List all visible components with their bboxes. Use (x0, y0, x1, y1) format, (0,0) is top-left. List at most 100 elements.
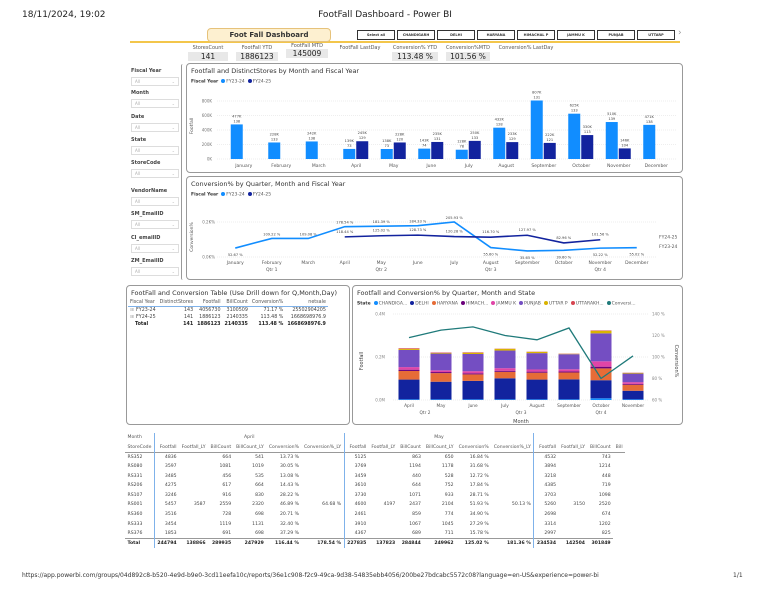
slicer-value: All (135, 269, 140, 274)
legend-item[interactable]: UTTARAKH... (575, 301, 604, 307)
state-filter-button[interactable]: UTTARP (637, 30, 675, 40)
matrix-cell: 12.72 % (469, 473, 489, 479)
table-cell: 113.48 % (250, 314, 285, 321)
chevron-down-icon: ⌄ (171, 79, 175, 84)
state-filter-button[interactable]: Select all (357, 30, 395, 40)
cell-text: 71.17 % (263, 308, 284, 313)
stacked-segment (398, 349, 420, 368)
slicer-dropdown[interactable]: All ⌄ (131, 146, 179, 155)
legend-item[interactable]: HIMACH... (465, 301, 489, 307)
column-header[interactable]: Conversion%_LY (493, 444, 531, 450)
slicer-dropdown[interactable]: All ⌄ (131, 220, 179, 229)
conversion-line-chart[interactable]: Conversion% by Quarter, Month and Fiscal… (186, 176, 683, 280)
column-header[interactable]: BillCount (210, 444, 232, 450)
slicer-dropdown[interactable]: All ⌄ (131, 123, 179, 132)
column-header[interactable]: Footfall_LY (561, 444, 585, 450)
dashboard-title-button[interactable]: Foot Fall Dashboard (207, 28, 331, 42)
column-header[interactable]: Footfall (533, 442, 559, 453)
table-row[interactable]: ⊞ FY23-24 143 4056730 3100509 71.17 % 25502904… (128, 307, 328, 315)
slicer-dropdown[interactable]: All ⌄ (131, 169, 179, 178)
matrix-cell: 13.73 % (279, 454, 299, 460)
state-filter-button[interactable]: CHANDIGARH (397, 30, 435, 40)
slicer-dropdown[interactable]: All ⌄ (131, 244, 179, 253)
chevron-right-icon[interactable]: › (678, 28, 682, 38)
y-tick-label: 600K (202, 113, 213, 118)
legend-item[interactable]: PUNJAB (524, 301, 541, 307)
data-label: 109.08 % (300, 232, 318, 236)
state-filter-button[interactable]: HARYANA (477, 30, 515, 40)
column-header[interactable]: Bill (615, 444, 623, 450)
stacked-segment (462, 380, 484, 400)
column-header[interactable]: Footfall_LY (181, 444, 206, 450)
matrix-cell: 1081 (219, 464, 232, 470)
matrix-cell: 859 (412, 512, 421, 518)
slicer-dropdown[interactable]: All ⌄ (131, 267, 179, 276)
column-header[interactable]: Conversion%_LY (303, 444, 342, 450)
legend-item[interactable]: UTTAR P (548, 301, 568, 307)
series-end-label: FY24-25 (659, 234, 678, 240)
table-row[interactable]: ⊞ FY24-25 141 1886123 2140335 113.48 % 1668698… (128, 314, 328, 321)
matrix-cell (491, 452, 534, 462)
column-header[interactable]: Footfall (343, 442, 369, 453)
column-header[interactable]: Conversion% (268, 444, 299, 450)
month-header[interactable]: April (153, 433, 345, 443)
column-header[interactable]: netsale (308, 300, 326, 305)
footfall-bar-chart[interactable]: Footfall and DistinctStores by Month and… (186, 63, 683, 173)
data-label: 143K (420, 139, 430, 143)
matrix-cell: 1214 (598, 464, 611, 470)
column-header[interactable]: BillCount (226, 300, 248, 305)
matrix-cell: 31.68 % (469, 464, 489, 470)
column-header[interactable]: Footfall_LY (371, 444, 396, 450)
column-header[interactable]: BillCount (400, 444, 421, 450)
state-stacked-chart[interactable]: Footfall and Conversion% by Quarter, Mon… (352, 285, 683, 425)
column-header[interactable]: Conversion% (251, 300, 284, 305)
legend-item[interactable]: DELHI (415, 301, 429, 307)
legend-item[interactable]: CHANDIGA... (378, 301, 408, 307)
column-header[interactable]: DistinctStores (159, 300, 194, 305)
y-tick-label: 800K (202, 99, 213, 104)
column-header[interactable]: Footfall (202, 300, 221, 305)
column-header[interactable]: BillCount (590, 444, 611, 450)
matrix-cell: 3314 (533, 519, 559, 529)
state-filter-button[interactable]: JAMMU K (557, 30, 595, 40)
state-filter-button[interactable]: PUNJAB (597, 30, 635, 40)
slicer-label: StoreCode (131, 160, 161, 166)
matrix-row: RS080 3597 1081 1019 30.05 % 3769 1194 1178 31.6… (125, 461, 625, 472)
matrix-cell: 3516 (153, 509, 180, 520)
matrix-cell: 28.71 % (469, 492, 489, 498)
column-header[interactable]: BillCount_LY (236, 444, 264, 450)
store-matrix: Month April May StoreCode Footfall Footfall_L… (125, 433, 626, 549)
legend-item[interactable]: JAMMU K (496, 301, 517, 307)
legend-item[interactable]: HARYANA (436, 301, 458, 307)
state-filter-button[interactable]: HIMACHAL P (517, 30, 555, 40)
column-header[interactable]: BillCount_LY (425, 444, 454, 450)
data-label-stores: 139 (608, 117, 616, 121)
matrix-cell: 664 (222, 454, 232, 460)
stacked-segment (398, 399, 420, 400)
legend-title: Fiscal Year (191, 192, 219, 198)
matrix-cell: 752 (444, 483, 454, 489)
column-header[interactable]: Conversion% (458, 444, 489, 450)
slicer-label: Month (131, 90, 149, 96)
y2-tick-label: 140 % (652, 312, 665, 317)
stacked-segment (526, 353, 548, 370)
column-header[interactable]: Footfall (153, 442, 180, 453)
bar (268, 142, 281, 159)
slicer-dropdown[interactable]: All ⌄ (131, 77, 179, 86)
store-header[interactable]: StoreCode (127, 444, 152, 450)
data-label: 807K (532, 90, 542, 94)
state-filter-button[interactable]: DELHI (437, 30, 475, 40)
expand-icon[interactable]: ⊞ (130, 315, 135, 320)
matrix-cell: 4275 (153, 480, 180, 491)
slicer-dropdown[interactable]: All ⌄ (131, 197, 179, 206)
slicer-dropdown[interactable]: All ⌄ (131, 99, 179, 108)
page-url: https://app.powerbi.com/groups/04d892c8-… (22, 572, 599, 579)
column-header[interactable]: Fiscal Year (130, 300, 155, 305)
stacked-segment (430, 381, 452, 400)
data-label: 128K (457, 140, 467, 144)
matrix-cell: Total (125, 538, 155, 549)
data-label: 432K (495, 118, 505, 122)
legend-item[interactable]: Conversi... (611, 301, 636, 307)
expand-icon[interactable]: ⊞ (130, 308, 135, 313)
month-header[interactable]: May (343, 433, 534, 443)
